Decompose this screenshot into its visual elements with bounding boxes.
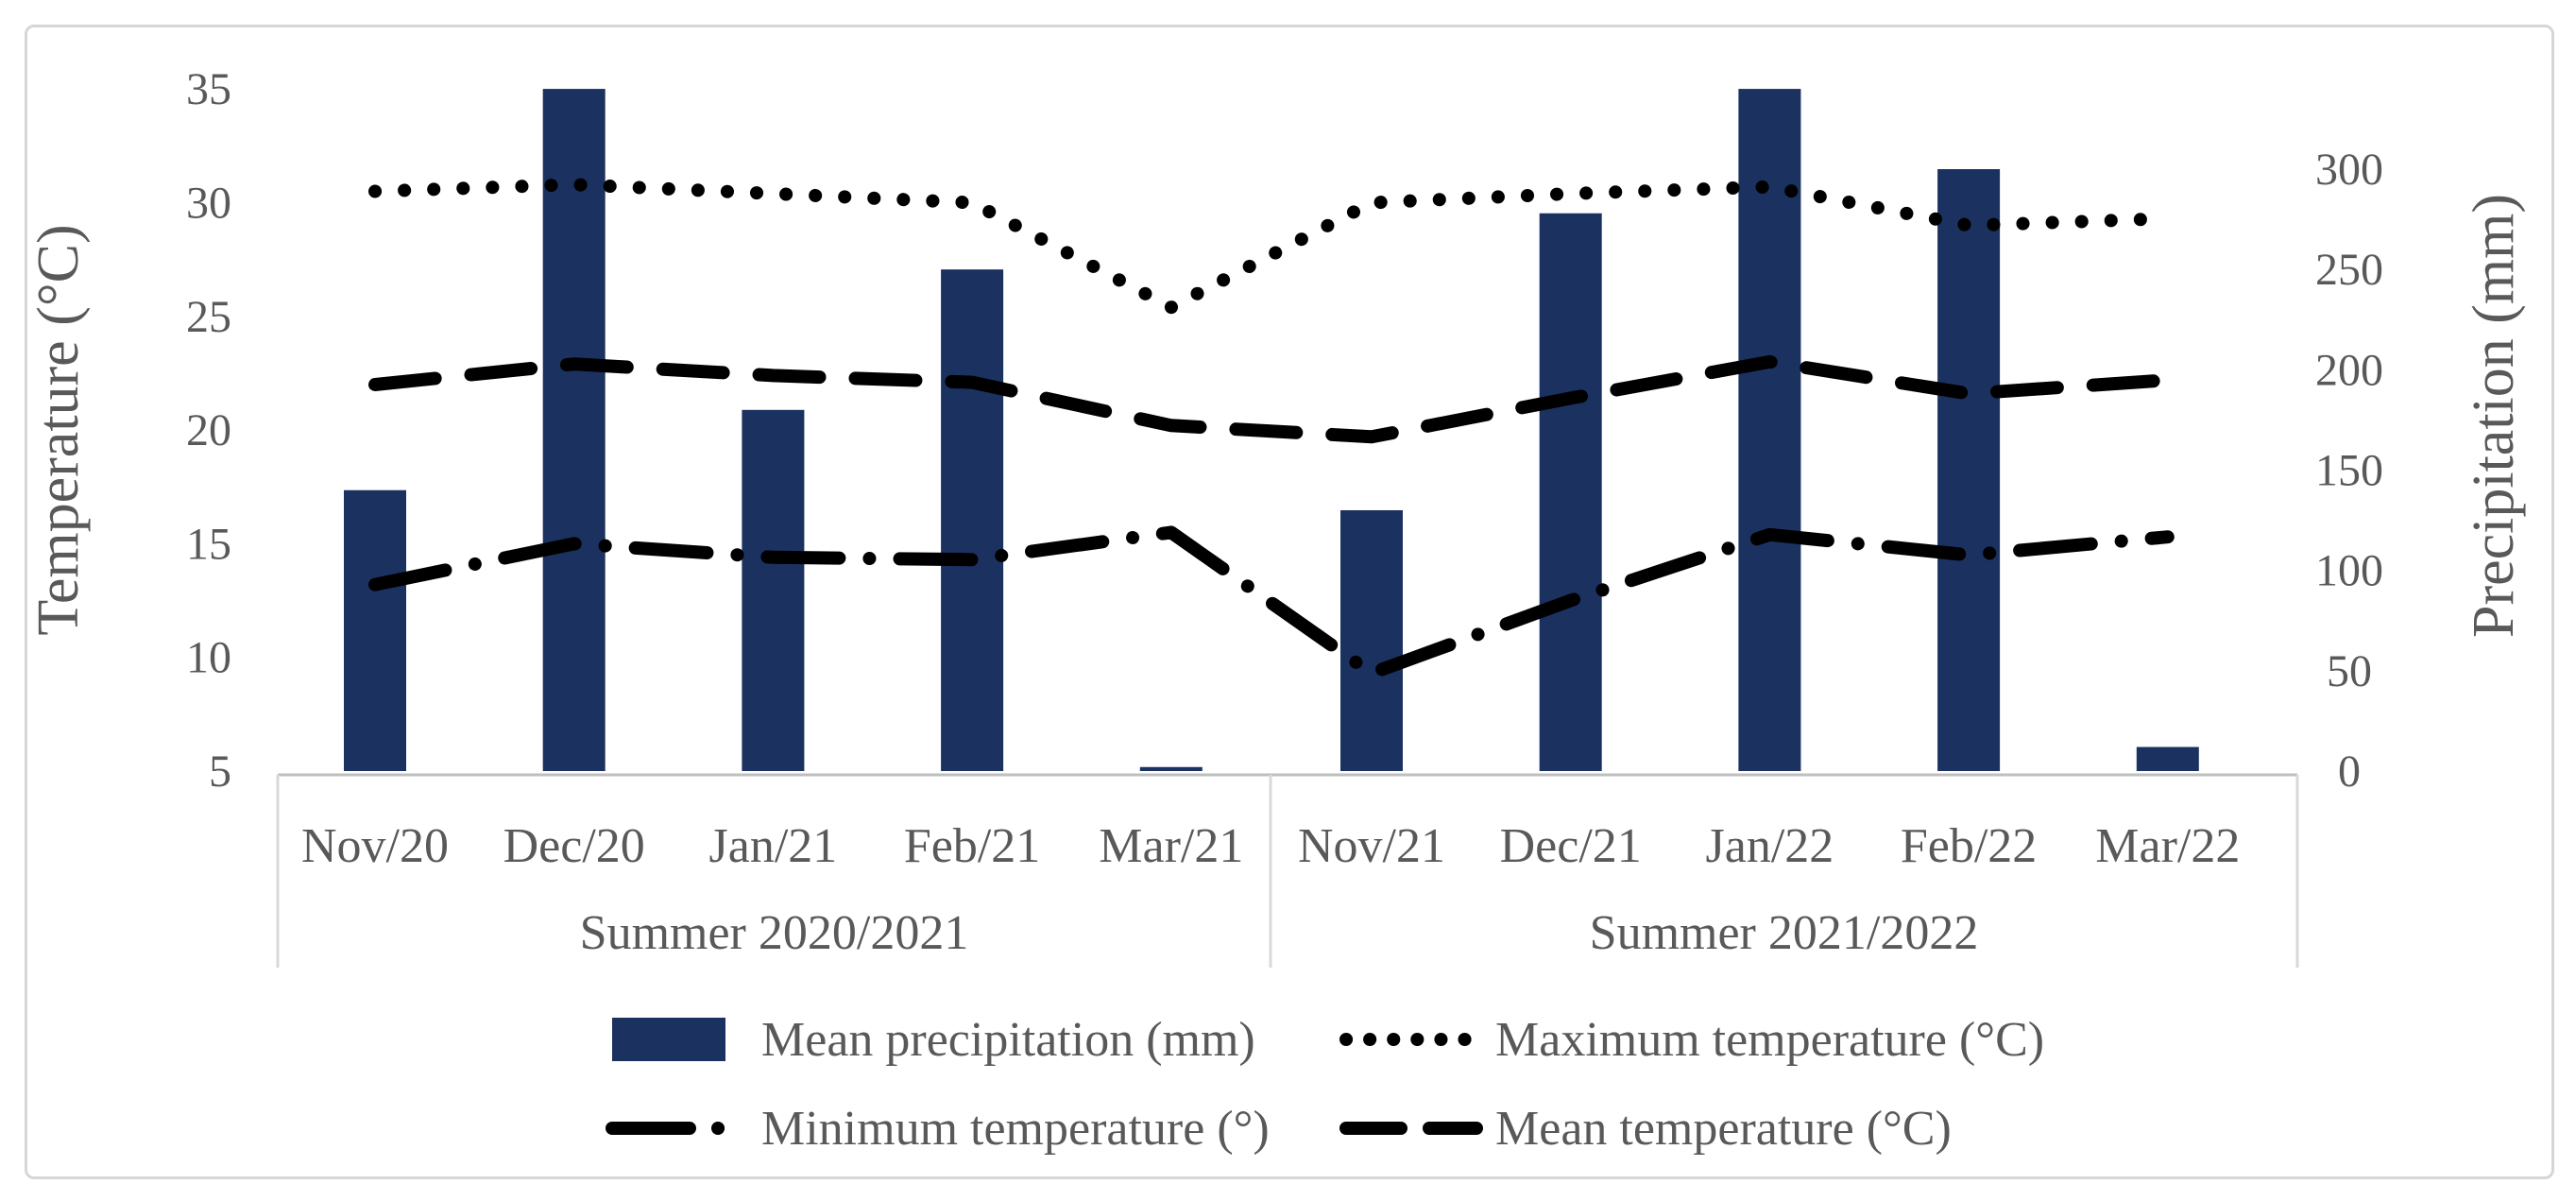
line-dash-dot	[368, 525, 2175, 680]
left-axis-tick-label: 5	[209, 746, 231, 797]
category-label: Jan/21	[709, 819, 838, 873]
category-label: Dec/21	[1500, 819, 1642, 873]
bar-dec-20	[542, 89, 606, 771]
bar-nov-21	[1340, 509, 1403, 771]
bar-mar-21	[1139, 766, 1203, 771]
right-axis-tick-label: 200	[2315, 345, 2383, 395]
figure-border	[25, 25, 2554, 1179]
left-axis-tick-label: 35	[186, 64, 231, 114]
bar-dec-21	[1539, 213, 1602, 771]
category-label: Mar/21	[1099, 819, 1243, 873]
bar-mar-22	[2136, 746, 2199, 771]
bar-jan-21	[742, 409, 805, 771]
bar-nov-20	[344, 489, 406, 771]
category-group-label: Summer 2020/2021	[580, 906, 969, 960]
right-axis-tick-label: 300	[2315, 145, 2383, 195]
right-axis-tick-label: 250	[2315, 245, 2383, 295]
category-label: Nov/20	[301, 819, 449, 873]
legend-label: Mean precipitation (mm)	[761, 1013, 1255, 1067]
right-axis-title: Precipitation (mm)	[2462, 194, 2526, 638]
right-axis-tick-label: 150	[2315, 446, 2383, 496]
category-label: Feb/21	[904, 819, 1040, 873]
left-axis-tick-label: 20	[186, 405, 231, 455]
category-group-label: Summer 2021/2022	[1590, 906, 1979, 960]
left-axis-tick-label: 25	[186, 292, 231, 342]
right-axis-tick-label: 0	[2338, 746, 2361, 797]
legend-label: Maximum temperature (°C)	[1495, 1013, 2044, 1067]
category-label: Mar/22	[2095, 819, 2240, 873]
left-axis-tick-label: 10	[186, 633, 231, 683]
bar-jan-22	[1738, 89, 1801, 771]
line-dotted	[368, 178, 2175, 315]
legend-label: Mean temperature (°C)	[1495, 1102, 1952, 1156]
bar-feb-22	[1937, 169, 2001, 771]
category-label: Nov/21	[1298, 819, 1445, 873]
category-label: Dec/20	[503, 819, 645, 873]
left-axis-tick-label: 30	[186, 179, 231, 229]
category-label: Jan/22	[1706, 819, 1834, 873]
left-axis-title: Temperature (°C)	[26, 224, 91, 635]
legend-label: Minimum temperature (°)	[761, 1102, 1270, 1156]
right-axis-tick-label: 50	[2327, 646, 2372, 696]
right-axis-tick-label: 100	[2315, 546, 2383, 596]
legend-swatch-bar	[612, 1018, 725, 1061]
left-axis-tick-label: 15	[186, 519, 231, 569]
line-dashed	[368, 354, 2175, 444]
category-label: Feb/22	[1901, 819, 2037, 873]
bar-feb-21	[941, 269, 1004, 771]
